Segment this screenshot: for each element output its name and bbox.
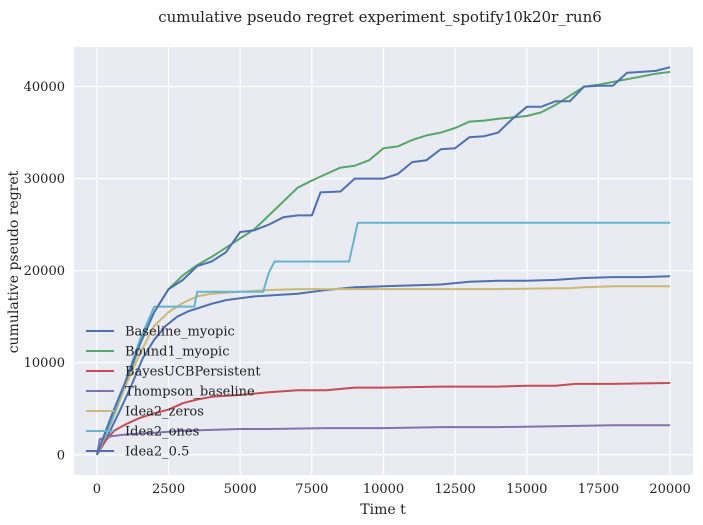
series-line-1	[95, 70, 671, 456]
legend-label: Idea2_zeros	[125, 405, 204, 420]
legend-label: Baseline_myopic	[125, 325, 235, 340]
series-line-6	[95, 66, 671, 456]
x-tick-label: 20000	[649, 482, 690, 497]
x-tick-label: 12500	[434, 482, 475, 497]
legend-label: Idea2_0.5	[125, 445, 189, 460]
series-line-5	[95, 221, 671, 456]
series-line-0	[96, 275, 671, 456]
series-line-4	[95, 285, 671, 456]
series-layer	[95, 66, 671, 456]
x-tick-label: 10000	[363, 482, 404, 497]
x-tick-label: 0	[93, 482, 101, 497]
y-tick-label: 20000	[24, 264, 65, 279]
y-tick-label: 10000	[24, 356, 65, 371]
legend-label: BayesUCBPersistent	[125, 365, 261, 380]
legend-label: Idea2_ones	[125, 425, 199, 440]
y-tick-label: 30000	[24, 172, 65, 187]
x-tick-label: 5000	[224, 482, 257, 497]
y-tick-label: 40000	[24, 80, 65, 95]
x-tick-label: 15000	[506, 482, 547, 497]
x-tick-label: 2500	[152, 482, 185, 497]
grid-lines	[74, 47, 693, 475]
y-tick-label: 0	[57, 448, 65, 463]
x-axis-label: Time t	[360, 502, 406, 518]
series-line-3	[95, 424, 671, 455]
tick-labels: 0 2500 5000 7500 10000 12500 15000 17500 20000 0 1…	[24, 80, 691, 497]
y-axis-label: cumulative pseudo regret	[6, 170, 22, 353]
x-tick-label: 17500	[578, 482, 619, 497]
legend-label: Bound1_myopic	[125, 345, 229, 360]
x-tick-label: 7500	[295, 482, 328, 497]
legend: Baseline_myopic Bound1_myopic BayesUCBPers…	[86, 325, 261, 460]
series-line-2	[96, 382, 671, 456]
chart-title: cumulative pseudo regret experiment_spot…	[158, 8, 602, 26]
legend-label: Thompson_baseline	[125, 385, 255, 400]
